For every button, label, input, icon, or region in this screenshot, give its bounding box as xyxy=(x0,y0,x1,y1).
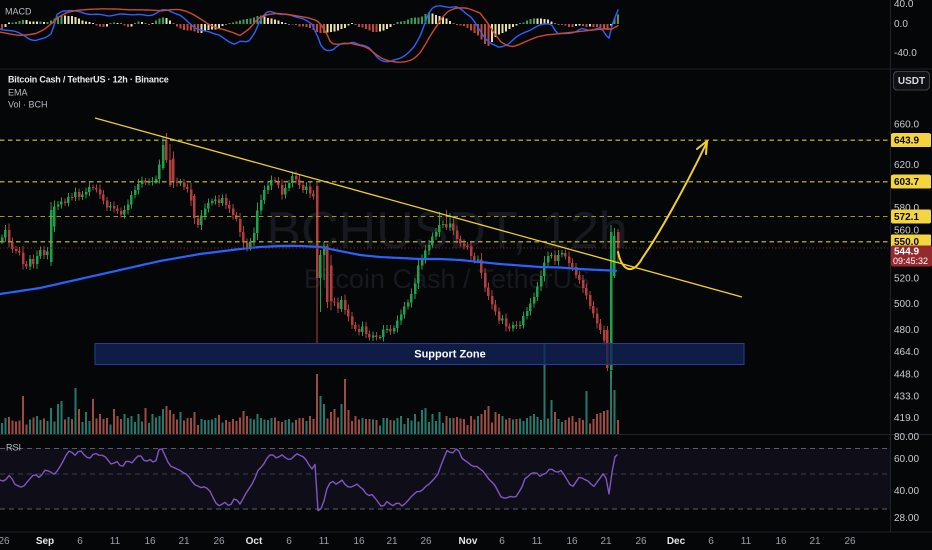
svg-text:0.0: 0.0 xyxy=(894,19,908,30)
svg-text:21: 21 xyxy=(386,536,398,547)
svg-text:11: 11 xyxy=(110,536,121,547)
svg-text:40.00: 40.00 xyxy=(894,486,919,497)
svg-text:419.0: 419.0 xyxy=(894,413,919,424)
svg-text:6: 6 xyxy=(77,536,83,547)
svg-text:26: 26 xyxy=(635,536,647,547)
svg-text:MACD: MACD xyxy=(5,7,32,17)
svg-text:660.0: 660.0 xyxy=(894,120,919,131)
svg-text:Oct: Oct xyxy=(246,536,263,547)
svg-text:6: 6 xyxy=(708,536,714,547)
svg-text:21: 21 xyxy=(600,536,612,547)
svg-text:26: 26 xyxy=(213,536,225,547)
svg-text:16: 16 xyxy=(775,536,787,547)
svg-text:500.0: 500.0 xyxy=(894,299,919,310)
svg-text:Nov: Nov xyxy=(459,536,478,547)
svg-text:560.0: 560.0 xyxy=(894,226,919,237)
svg-text:16: 16 xyxy=(353,536,365,547)
svg-text:544.9: 544.9 xyxy=(894,247,919,258)
svg-text:Support Zone: Support Zone xyxy=(414,349,486,361)
svg-text:40.0: 40.0 xyxy=(894,0,914,10)
svg-text:550.0: 550.0 xyxy=(894,237,919,248)
svg-text:09:45:32: 09:45:32 xyxy=(893,256,928,266)
svg-text:572.1: 572.1 xyxy=(894,212,919,223)
svg-text:Dec: Dec xyxy=(667,536,686,547)
svg-text:26: 26 xyxy=(420,536,432,547)
svg-text:Bitcoin Cash / TetherUS: Bitcoin Cash / TetherUS xyxy=(304,264,590,294)
svg-text:28.00: 28.00 xyxy=(894,513,919,524)
svg-text:Bitcoin Cash / TetherUS · 12h: Bitcoin Cash / TetherUS · 12h · Binance xyxy=(8,75,169,85)
svg-text:21: 21 xyxy=(178,536,190,547)
svg-text:11: 11 xyxy=(532,536,543,547)
svg-text:603.7: 603.7 xyxy=(894,177,919,188)
svg-text:6: 6 xyxy=(286,536,292,547)
svg-text:Sep: Sep xyxy=(36,536,54,547)
svg-text:448.0: 448.0 xyxy=(894,370,919,381)
svg-text:480.0: 480.0 xyxy=(894,325,919,336)
svg-text:-40.0: -40.0 xyxy=(894,48,917,59)
svg-text:Vol · BCH: Vol · BCH xyxy=(8,100,48,110)
svg-text:60.00: 60.00 xyxy=(894,454,919,465)
svg-text:16: 16 xyxy=(144,536,156,547)
svg-text:6: 6 xyxy=(499,536,505,547)
svg-text:433.0: 433.0 xyxy=(894,392,919,403)
svg-text:26: 26 xyxy=(0,536,10,547)
svg-text:26: 26 xyxy=(844,536,856,547)
svg-text:580.0: 580.0 xyxy=(894,203,919,214)
svg-text:RSI: RSI xyxy=(6,443,21,453)
svg-text:620.0: 620.0 xyxy=(894,160,919,171)
svg-text:80.00: 80.00 xyxy=(894,432,919,443)
svg-text:11: 11 xyxy=(319,536,330,547)
svg-text:643.9: 643.9 xyxy=(894,136,919,147)
svg-text:520.0: 520.0 xyxy=(894,274,919,285)
svg-text:464.0: 464.0 xyxy=(894,347,919,358)
svg-text:USDT: USDT xyxy=(898,76,925,87)
svg-text:11: 11 xyxy=(741,536,752,547)
svg-text:EMA: EMA xyxy=(8,88,28,98)
svg-text:16: 16 xyxy=(566,536,578,547)
svg-text:21: 21 xyxy=(809,536,821,547)
